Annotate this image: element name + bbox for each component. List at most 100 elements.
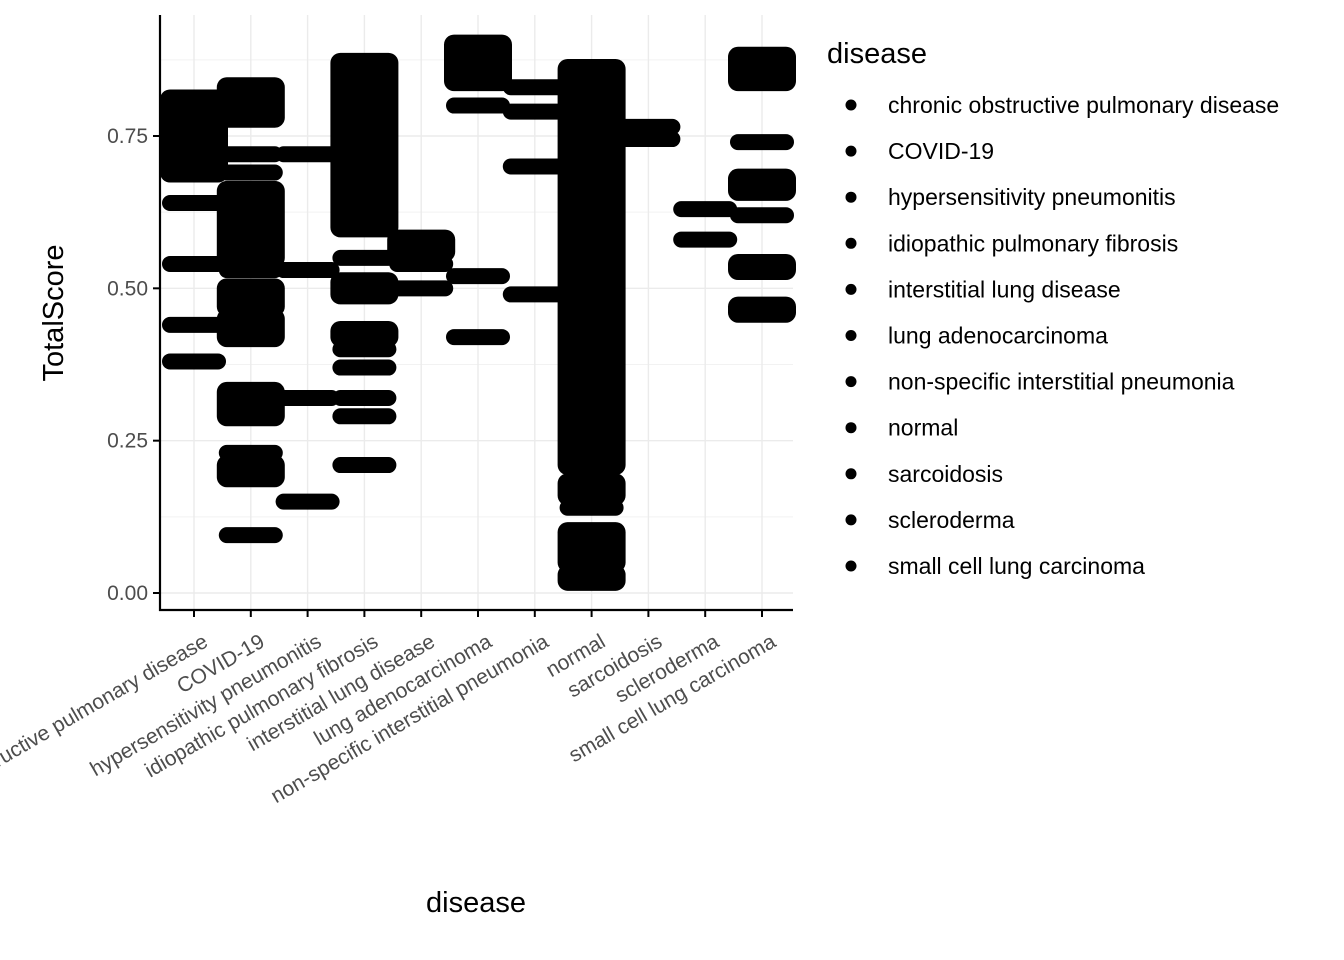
- legend-key-8: [845, 468, 857, 480]
- point-2-1: [275, 390, 340, 407]
- point-cluster-10-2: [728, 168, 796, 201]
- point-5-0: [446, 329, 510, 346]
- point-cluster-1-4: [216, 180, 285, 268]
- point-9-0: [673, 231, 738, 248]
- point-3-0: [332, 457, 397, 474]
- point-cluster-10-3: [728, 46, 796, 92]
- point-1-3: [218, 164, 283, 181]
- point-8-0: [616, 131, 681, 148]
- series-4: [387, 229, 456, 297]
- x-axis-title: disease: [426, 887, 526, 919]
- point-cluster-5-0: [444, 34, 512, 92]
- point-6-0: [502, 286, 567, 303]
- y-tick-label-2: 0.50: [107, 277, 148, 300]
- point-10-0: [730, 207, 794, 224]
- legend-key-7: [845, 422, 857, 434]
- point-3-3: [332, 359, 397, 376]
- legend-key-6: [845, 376, 857, 388]
- series-8: [616, 118, 681, 148]
- point-cluster-3-1: [330, 272, 399, 305]
- legend-item-10: small cell lung carcinoma: [845, 553, 1145, 579]
- x-ticks: chronic obstructive pulmonary diseaseCOV…: [0, 610, 780, 828]
- point-cluster-10-0: [728, 296, 796, 323]
- legend-item-7: normal: [845, 415, 958, 441]
- point-cluster-1-0: [216, 455, 285, 488]
- point-5-1: [446, 268, 510, 285]
- legend-label-2: hypersensitivity pneumonitis: [888, 184, 1176, 210]
- legend-label-6: non-specific interstitial pneumonia: [888, 369, 1235, 395]
- legend-key-4: [845, 283, 857, 295]
- y-tick-label-3: 0.75: [107, 125, 148, 148]
- point-2-2: [275, 262, 340, 279]
- legend-label-7: normal: [888, 415, 958, 441]
- point-cluster-7-3: [557, 58, 626, 476]
- point-8-1: [616, 118, 681, 135]
- y-tick-label-0: 0.00: [107, 582, 148, 605]
- series-10: [728, 46, 796, 323]
- legend-title: disease: [827, 38, 927, 70]
- legend-label-3: idiopathic pulmonary fibrosis: [888, 230, 1178, 256]
- point-6-1: [502, 158, 567, 175]
- point-4-0: [389, 280, 454, 297]
- legend-key-1: [845, 145, 857, 157]
- legend-item-0: chronic obstructive pulmonary disease: [845, 92, 1279, 118]
- series-1: [216, 77, 285, 544]
- data-points: [160, 34, 796, 591]
- y-ticks: 0.00 0.25 0.50 0.75: [107, 125, 160, 605]
- point-1-1: [218, 444, 283, 461]
- point-0-2: [162, 255, 226, 272]
- legend-item-1: COVID-19: [845, 138, 994, 164]
- legend-key-0: [845, 99, 857, 111]
- point-0-1: [162, 316, 226, 333]
- series-5: [444, 34, 512, 346]
- point-cluster-1-1: [216, 381, 285, 427]
- point-3-5: [332, 249, 397, 266]
- legend: disease chronic obstructive pulmonary di…: [827, 38, 1279, 579]
- legend-item-6: non-specific interstitial pneumonia: [845, 369, 1235, 395]
- legend-item-4: interstitial lung disease: [845, 276, 1121, 302]
- point-cluster-7-2: [557, 473, 626, 506]
- series-9: [673, 201, 738, 248]
- legend-item-8: sarcoidosis: [845, 461, 1003, 487]
- legend-label-4: interstitial lung disease: [888, 276, 1121, 302]
- point-cluster-1-2: [216, 308, 285, 348]
- point-1-0: [218, 527, 283, 544]
- series-7: [557, 58, 626, 591]
- legend-label-8: sarcoidosis: [888, 461, 1003, 487]
- point-cluster-4-0: [387, 229, 456, 262]
- series-0: [160, 89, 228, 370]
- point-5-2: [446, 97, 510, 114]
- legend-key-3: [845, 237, 857, 249]
- legend-key-5: [845, 330, 857, 341]
- legend-key-9: [845, 514, 857, 526]
- legend-key-10: [845, 560, 857, 572]
- point-2-3: [275, 146, 340, 163]
- legend-item-2: hypersensitivity pneumonitis: [845, 184, 1176, 210]
- legend-label-5: lung adenocarcinoma: [888, 323, 1108, 349]
- y-tick-label-1: 0.25: [107, 430, 148, 453]
- point-cluster-10-1: [728, 253, 796, 281]
- point-cluster-3-2: [330, 52, 399, 238]
- point-9-1: [673, 201, 738, 218]
- legend-key-2: [845, 191, 857, 203]
- point-4-1: [389, 255, 454, 272]
- legend-label-9: scleroderma: [888, 507, 1015, 533]
- legend-label-0: chronic obstructive pulmonary disease: [888, 92, 1279, 118]
- point-cluster-0-0: [160, 89, 228, 183]
- point-6-3: [502, 79, 567, 96]
- point-0-0: [162, 353, 226, 370]
- point-cluster-1-5: [216, 77, 285, 128]
- point-cluster-3-0: [330, 320, 399, 348]
- point-3-2: [332, 390, 397, 407]
- series-6: [502, 79, 567, 303]
- point-3-1: [332, 408, 397, 425]
- legend-items: chronic obstructive pulmonary disease COV…: [845, 92, 1279, 579]
- legend-label-1: COVID-19: [888, 138, 994, 164]
- point-2-0: [275, 493, 340, 510]
- point-cluster-7-1: [557, 522, 626, 573]
- legend-item-3: idiopathic pulmonary fibrosis: [845, 230, 1178, 256]
- legend-item-5: lung adenocarcinoma: [845, 323, 1108, 349]
- point-10-1: [730, 134, 794, 151]
- point-7-0: [559, 499, 624, 516]
